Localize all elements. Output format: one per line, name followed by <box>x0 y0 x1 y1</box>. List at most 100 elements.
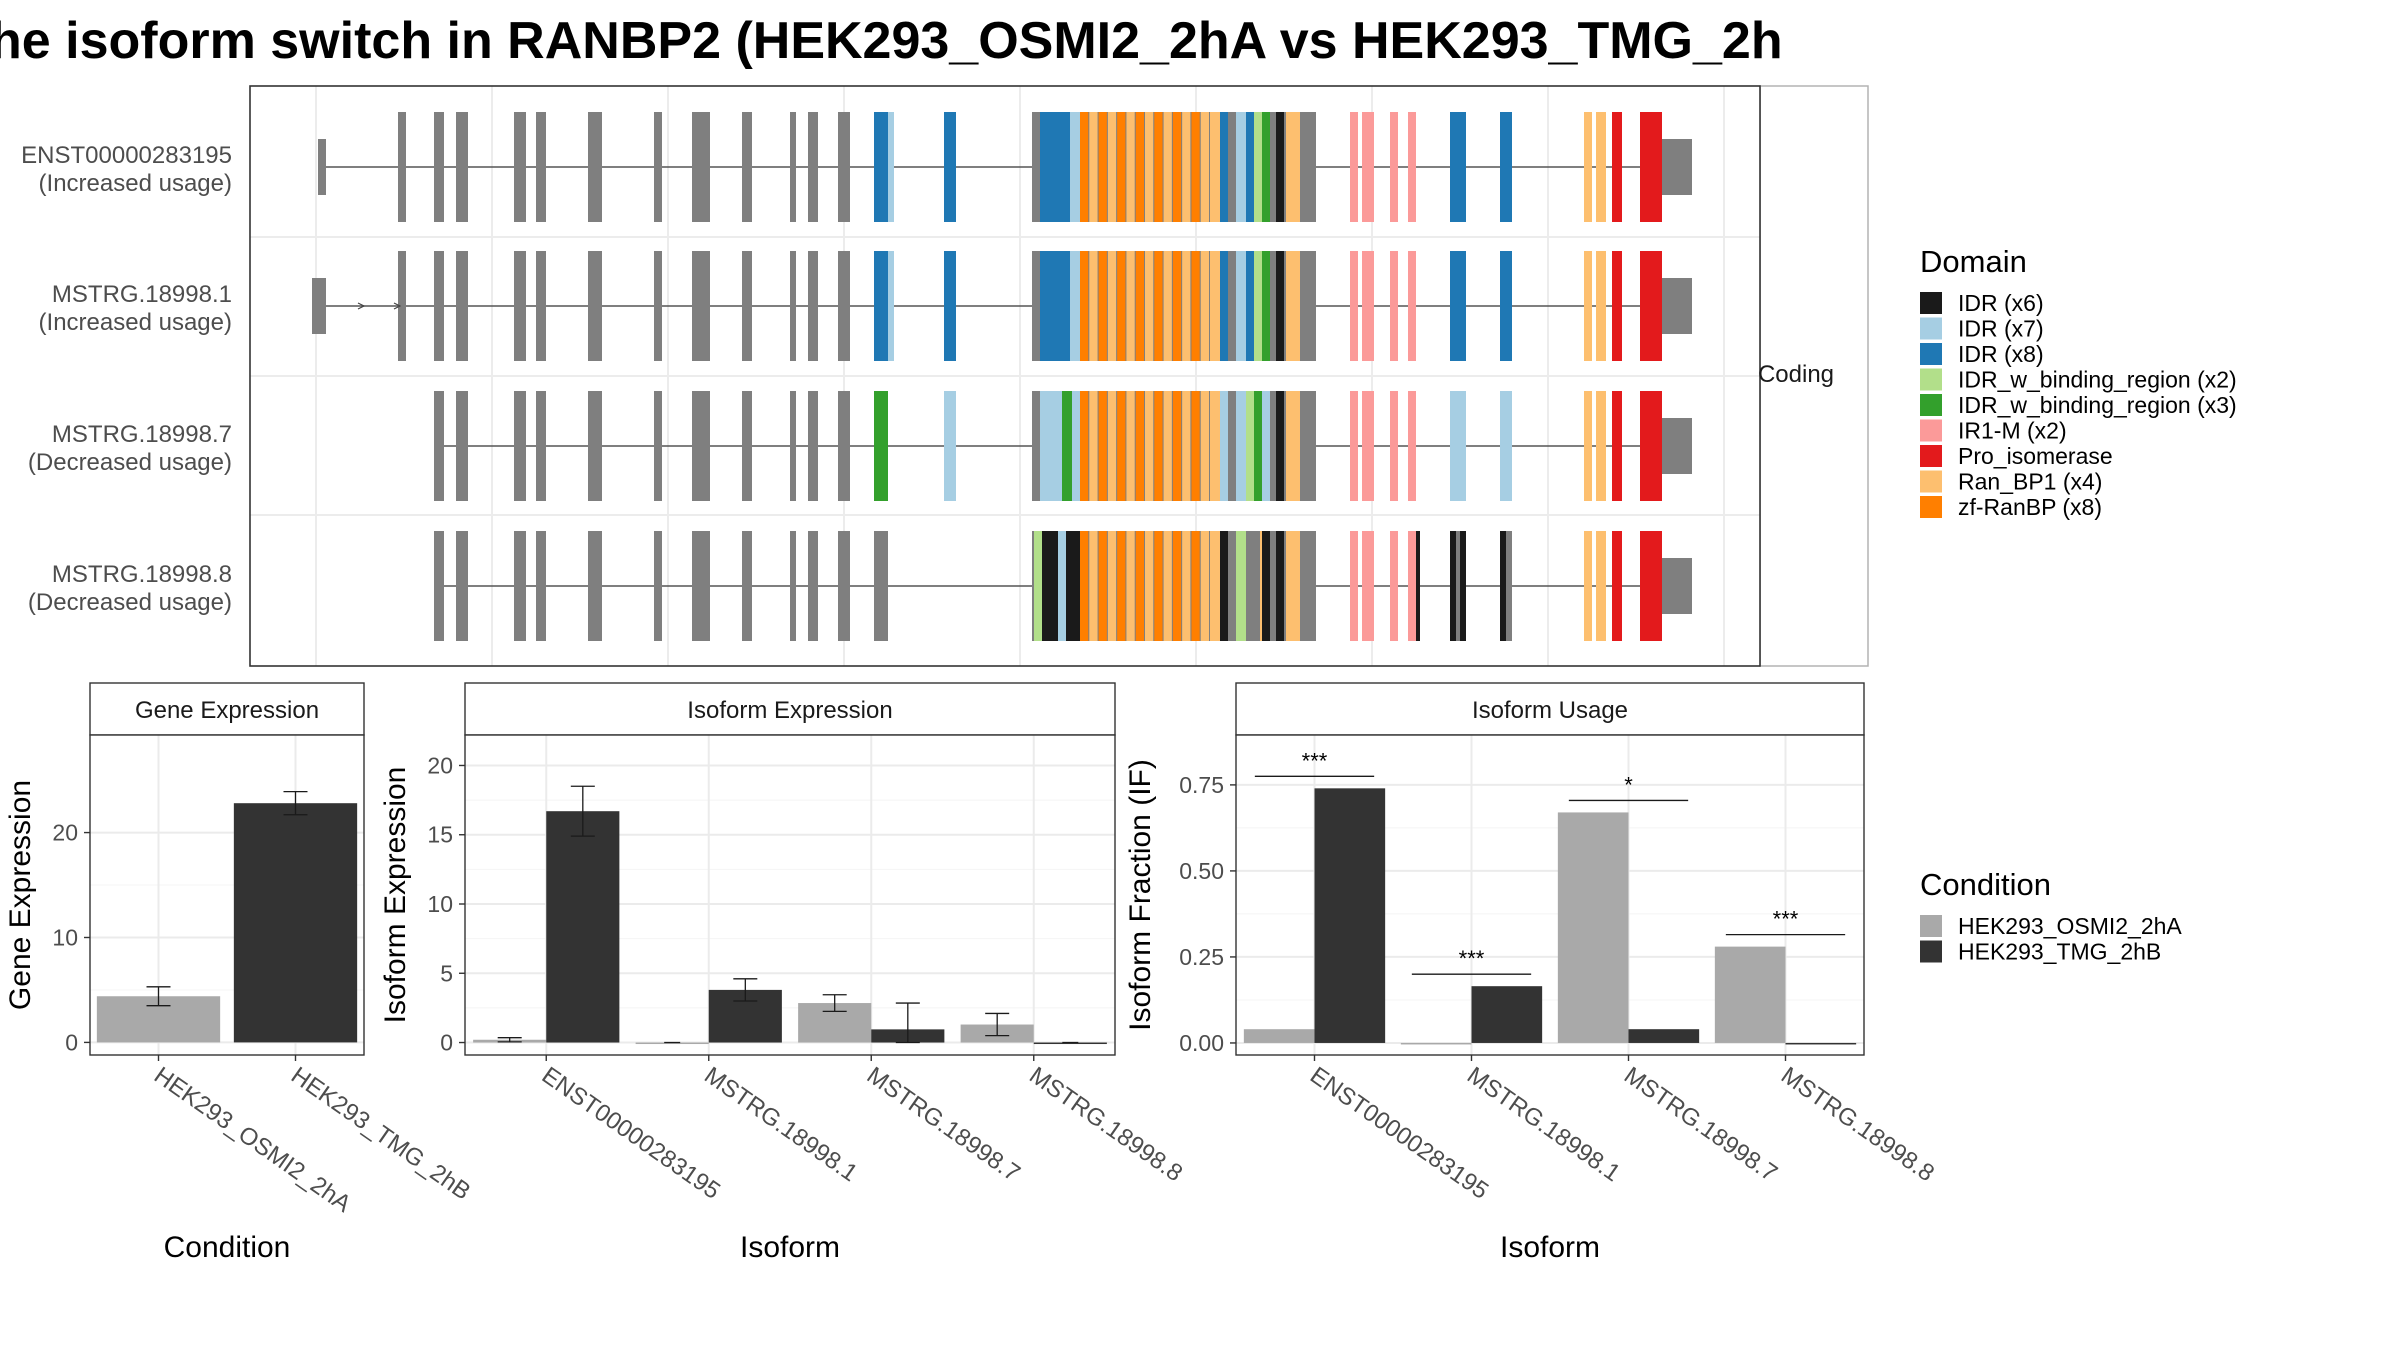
exon <box>790 251 796 361</box>
exon <box>808 391 818 501</box>
domain-segment <box>1163 391 1172 501</box>
domain-segment <box>1032 251 1040 361</box>
domain-segment <box>1163 251 1172 361</box>
domain-segment <box>1236 112 1246 222</box>
domain-segment <box>1262 391 1270 501</box>
domain-segment <box>1126 391 1135 501</box>
domain-label: zf-RanBP (x8) <box>1958 494 2102 520</box>
x-axis-title: Condition <box>164 1231 291 1264</box>
isoform-row-4 <box>434 531 1692 641</box>
domain-key <box>1920 470 1942 493</box>
strip-background <box>1759 85 1869 667</box>
domain-segment <box>1145 531 1154 641</box>
domain-segment <box>1640 531 1662 641</box>
exon <box>692 391 710 501</box>
domain-segment <box>1098 391 1107 501</box>
domain-segment <box>1172 391 1182 501</box>
exon <box>588 112 602 222</box>
exon <box>456 391 468 501</box>
exon <box>398 112 406 222</box>
domain-segment <box>944 251 956 361</box>
exon <box>808 531 818 641</box>
domain-segment <box>1286 391 1300 501</box>
y-tick-label: 0.00 <box>1179 1030 1224 1056</box>
domain-segment <box>1163 531 1172 641</box>
domain-segment <box>1135 531 1144 641</box>
domain-segment <box>1135 112 1144 222</box>
domain-segment <box>1062 391 1072 501</box>
domain-segment <box>1034 531 1042 641</box>
x-tick-label: MSTRG.18998.7 <box>862 1062 1025 1187</box>
domain-segment <box>1220 251 1228 361</box>
exon <box>692 251 710 361</box>
domain-segment <box>1182 531 1191 641</box>
domain-segment <box>1276 531 1284 641</box>
domain-segment <box>1640 251 1662 361</box>
domain-segment <box>1154 112 1163 222</box>
exon <box>456 531 468 641</box>
significance-label: *** <box>1302 748 1328 773</box>
domain-legend: Domain IDR (x6)IDR (x7)IDR (x8)IDR_w_bin… <box>1920 244 2237 520</box>
domain-segment <box>874 112 888 222</box>
domain-segment <box>1052 391 1062 501</box>
domain-segment <box>1220 112 1228 222</box>
domain-segment <box>1220 531 1228 641</box>
exon <box>790 112 796 222</box>
domain-segment <box>1172 112 1182 222</box>
exon <box>398 251 406 361</box>
domain-segment <box>1200 251 1209 361</box>
exon <box>434 531 444 641</box>
domain-label: IDR (x7) <box>1958 316 2044 342</box>
domain-label: IDR (x8) <box>1958 341 2044 367</box>
exon <box>536 391 546 501</box>
panel-title: Isoform Expression <box>687 697 892 724</box>
domain-segment <box>1182 251 1191 361</box>
y-axis-title: Isoform Expression <box>379 767 412 1024</box>
domain-segment <box>1500 531 1506 641</box>
domain-segment <box>1236 531 1246 641</box>
domain-segment <box>1262 112 1270 222</box>
domain-segment <box>1135 391 1144 501</box>
condition-legend-title: Condition <box>1920 867 2051 902</box>
domain-segment <box>1286 251 1300 361</box>
domain-segment <box>1362 391 1374 501</box>
domain-segment <box>1172 531 1182 641</box>
domain-key <box>1920 317 1942 340</box>
isoform-usage-panel: Isoform Usage0.000.250.500.75***ENST0000… <box>1124 682 1939 1264</box>
domain-segment <box>1584 112 1592 222</box>
y-tick-label: 5 <box>440 960 453 986</box>
domain-key <box>1920 394 1942 416</box>
exon <box>514 251 526 361</box>
domain-segment <box>1408 251 1416 361</box>
domain-segment <box>1200 391 1209 501</box>
domain-segment <box>1276 112 1284 222</box>
domain-segment <box>1390 531 1398 641</box>
domain-segment <box>1254 251 1262 361</box>
domain-segment <box>1200 531 1209 641</box>
isoform-label-usage: (Increased usage) <box>39 170 232 197</box>
domain-label: IDR_w_binding_region (x3) <box>1958 392 2237 418</box>
domain-segment <box>1612 531 1622 641</box>
x-tick-label: MSTRG.18998.1 <box>699 1062 862 1187</box>
domain-segment <box>1350 112 1358 222</box>
domain-segment <box>1500 391 1512 501</box>
y-tick-label: 0 <box>65 1029 78 1055</box>
condition-key <box>1920 940 1942 963</box>
domain-segment <box>1040 112 1070 222</box>
domain-segment <box>1408 112 1416 222</box>
panel-strip <box>464 682 1116 736</box>
exon <box>588 531 602 641</box>
exon <box>790 391 796 501</box>
domain-segment <box>1362 251 1374 361</box>
structure-border <box>249 85 1761 667</box>
domain-segment <box>1286 531 1300 641</box>
isoform-row-1 <box>318 112 1692 222</box>
domain-segment <box>1154 251 1163 361</box>
domain-segment <box>1072 391 1080 501</box>
domain-segment <box>1089 531 1098 641</box>
domain-segment <box>1191 251 1200 361</box>
domain-segment <box>1350 391 1358 501</box>
bar <box>233 803 358 1043</box>
isoform-labels: ENST00000283195(Increased usage)MSTRG.18… <box>21 142 232 616</box>
domain-segment <box>1596 112 1606 222</box>
